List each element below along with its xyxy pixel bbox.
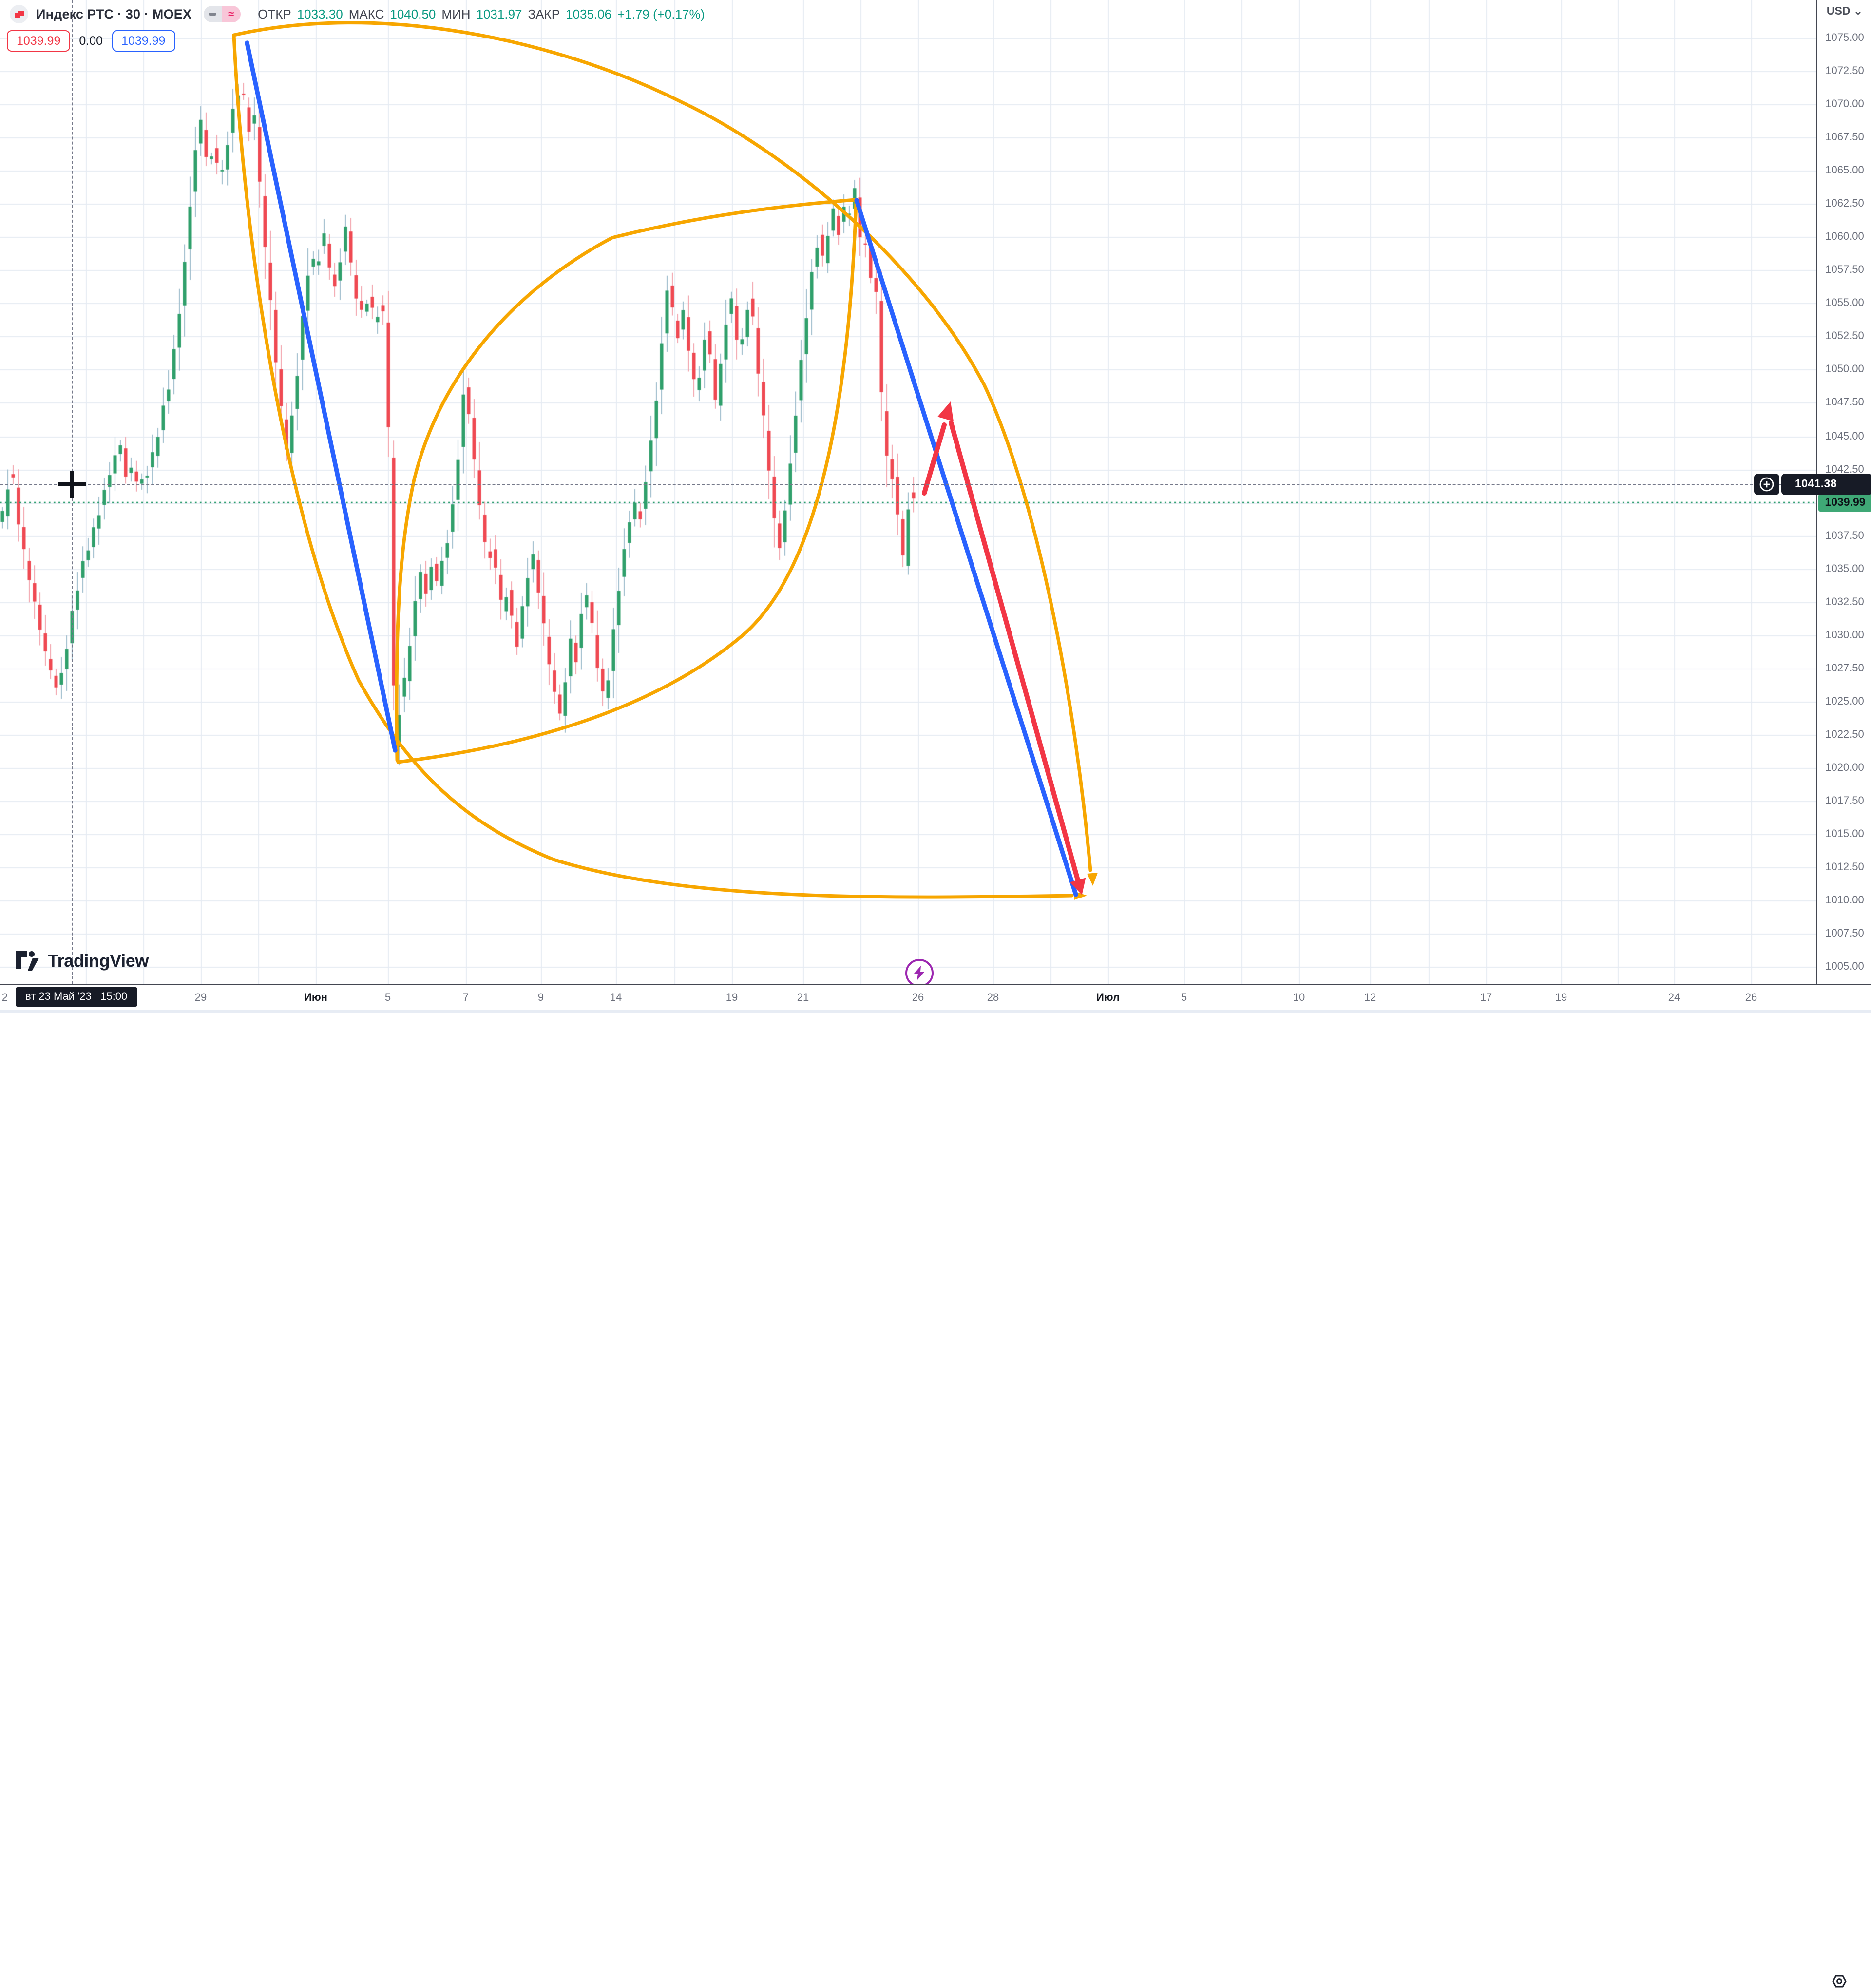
chart-legend[interactable]: Индекс РТС · 30 · MOEX ≈ ОТКР 1033.30 МА… bbox=[10, 5, 705, 23]
open-label: ОТКР bbox=[258, 7, 291, 21]
low-label: МИН bbox=[441, 7, 471, 21]
price-axis[interactable]: USD ⌄ 1041.38 1039.99 1075.00 1072.50 1070… bbox=[1754, 0, 1871, 984]
price-diff-label: 0.00 bbox=[79, 34, 103, 48]
low-value: 1031.97 bbox=[476, 7, 522, 21]
time-axis-label: 9 bbox=[537, 992, 544, 1004]
price-axis-label: 1070.00 bbox=[1825, 98, 1864, 111]
time-axis-label: Июн bbox=[304, 992, 327, 1004]
high-label: МАКС bbox=[348, 7, 384, 21]
time-label-cut: 2 bbox=[1, 992, 8, 1004]
price-axis-label: 1042.50 bbox=[1825, 463, 1864, 476]
chart-style-toggle[interactable]: ≈ bbox=[203, 6, 241, 22]
price-axis-label: 1027.50 bbox=[1825, 662, 1864, 674]
price-axis-label: 1022.50 bbox=[1825, 728, 1864, 741]
time-axis-label: 17 bbox=[1480, 992, 1492, 1004]
time-axis-label: 24 bbox=[1668, 992, 1680, 1004]
crosshair-price-value: 1041.38 bbox=[1795, 478, 1837, 490]
price-axis-label: 1057.50 bbox=[1825, 264, 1864, 276]
price-axis-label: 1012.50 bbox=[1825, 861, 1864, 874]
time-axis-label: 21 bbox=[797, 992, 809, 1004]
time-axis-label: 7 bbox=[462, 992, 469, 1004]
rts-flag-icon bbox=[14, 10, 24, 17]
symbol-title[interactable]: Индекс РТС · 30 · MOEX bbox=[36, 7, 192, 21]
price-axis-label: 1045.00 bbox=[1825, 430, 1864, 442]
price-axis-label: 1047.50 bbox=[1825, 397, 1864, 409]
crosshair-price-badge: 1041.38 bbox=[1754, 473, 1871, 495]
plus-button[interactable] bbox=[1754, 473, 1779, 495]
lightning-icon bbox=[914, 966, 925, 980]
price-axis-label: 1065.00 bbox=[1825, 165, 1864, 177]
price-box-red[interactable]: 1039.99 bbox=[7, 30, 71, 52]
price-axis-label: 1050.00 bbox=[1825, 363, 1864, 376]
line-style-button[interactable] bbox=[203, 6, 222, 22]
price-axis-label: 1015.00 bbox=[1825, 828, 1864, 841]
axis-settings-icon[interactable] bbox=[1832, 1974, 1847, 1988]
dash-icon bbox=[209, 13, 217, 16]
open-value: 1033.30 bbox=[297, 7, 343, 21]
change-value: +1.79 (+0.17%) bbox=[617, 7, 705, 21]
ohlc-values: ОТКР 1033.30 МАКС 1040.50 МИН 1031.97 ЗА… bbox=[258, 7, 705, 21]
price-axis-label: 1007.50 bbox=[1825, 928, 1864, 940]
last-price-badge: 1039.99 bbox=[1818, 494, 1871, 512]
wave-style-button[interactable]: ≈ bbox=[222, 6, 241, 22]
price-axis-label: 1035.00 bbox=[1825, 563, 1864, 575]
tradingview-logo-text: TradingView bbox=[48, 951, 149, 970]
time-axis-label: 19 bbox=[725, 992, 738, 1004]
time-axis-label: 28 bbox=[987, 992, 999, 1004]
price-axis-label: 1037.50 bbox=[1825, 530, 1864, 542]
quick-action-button[interactable] bbox=[905, 959, 934, 984]
price-axis-label: 1052.50 bbox=[1825, 330, 1864, 343]
time-axis[interactable]: 2 вт 23 Май '23 15:00 29 Июн 5 7 9 14 19 21 26 28… bbox=[0, 984, 1871, 1988]
tradingview-logo[interactable]: TradingView bbox=[15, 949, 149, 973]
time-axis-label: 10 bbox=[1293, 992, 1305, 1004]
price-axis-label: 1020.00 bbox=[1825, 762, 1864, 774]
chevron-down-icon: ⌄ bbox=[1853, 6, 1863, 18]
price-axis-label: 1025.00 bbox=[1825, 695, 1864, 707]
price-axis-label: 1032.50 bbox=[1825, 596, 1864, 608]
close-label: ЗАКР bbox=[528, 7, 560, 21]
high-value: 1040.50 bbox=[390, 7, 436, 21]
price-axis-label: 1067.50 bbox=[1825, 132, 1864, 144]
tradingview-logo-icon bbox=[16, 951, 39, 971]
crosshair-cursor bbox=[58, 471, 85, 498]
currency-label: USD bbox=[1826, 6, 1851, 18]
time-axis-label: 5 bbox=[1181, 992, 1187, 1004]
price-axis-label: 1072.50 bbox=[1825, 65, 1864, 77]
time-axis-label: 12 bbox=[1364, 992, 1376, 1004]
time-axis-label: Июл bbox=[1096, 992, 1120, 1004]
time-axis-label: 26 bbox=[912, 992, 924, 1004]
price-axis-label: 1005.00 bbox=[1825, 961, 1864, 973]
price-axis-label: 1017.50 bbox=[1825, 795, 1864, 807]
price-axis-label: 1030.00 bbox=[1825, 629, 1864, 641]
price-axis-label: 1055.00 bbox=[1825, 297, 1864, 309]
close-value: 1035.06 bbox=[566, 7, 612, 21]
crosshair-time-badge: вт 23 Май '23 15:00 bbox=[16, 987, 137, 1007]
crosshair-horizontal-line bbox=[0, 484, 1816, 486]
chart-pane[interactable]: Индекс РТС · 30 · MOEX ≈ ОТКР 1033.30 МА… bbox=[0, 0, 1816, 984]
time-axis-label: 14 bbox=[610, 992, 622, 1004]
currency-selector[interactable]: USD ⌄ bbox=[1817, 4, 1871, 18]
bottom-scrollbar-strip[interactable] bbox=[0, 1010, 1871, 1013]
time-axis-label: 19 bbox=[1555, 992, 1567, 1004]
time-axis-label: 29 bbox=[194, 992, 207, 1004]
price-axis-label: 1062.50 bbox=[1825, 198, 1864, 210]
symbol-logo-icon bbox=[10, 5, 28, 23]
time-axis-label: 5 bbox=[384, 992, 391, 1004]
price-axis-label: 1075.00 bbox=[1825, 32, 1864, 44]
price-axis-label: 1010.00 bbox=[1825, 895, 1864, 907]
time-axis-label: 26 bbox=[1745, 992, 1757, 1004]
candlestick-canvas[interactable] bbox=[0, 0, 1816, 984]
tool-price-boxes: 1039.99 0.00 1039.99 bbox=[7, 30, 175, 52]
price-axis-label: 1060.00 bbox=[1825, 231, 1864, 243]
price-box-blue[interactable]: 1039.99 bbox=[112, 30, 175, 52]
